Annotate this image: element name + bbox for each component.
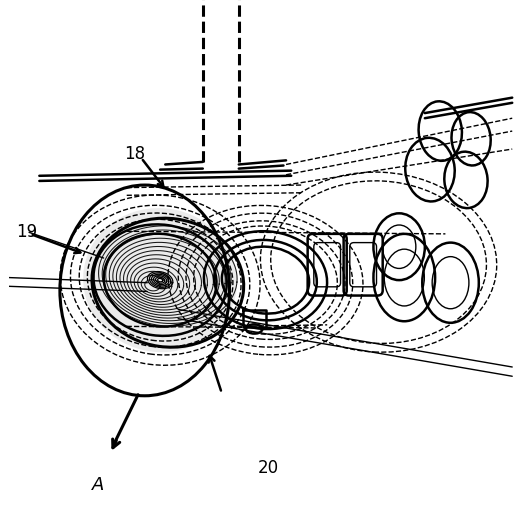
Text: 19: 19 <box>16 223 37 242</box>
Ellipse shape <box>83 208 237 352</box>
Text: 20: 20 <box>258 458 279 477</box>
Text: A: A <box>92 475 105 494</box>
Text: 18: 18 <box>124 145 145 163</box>
